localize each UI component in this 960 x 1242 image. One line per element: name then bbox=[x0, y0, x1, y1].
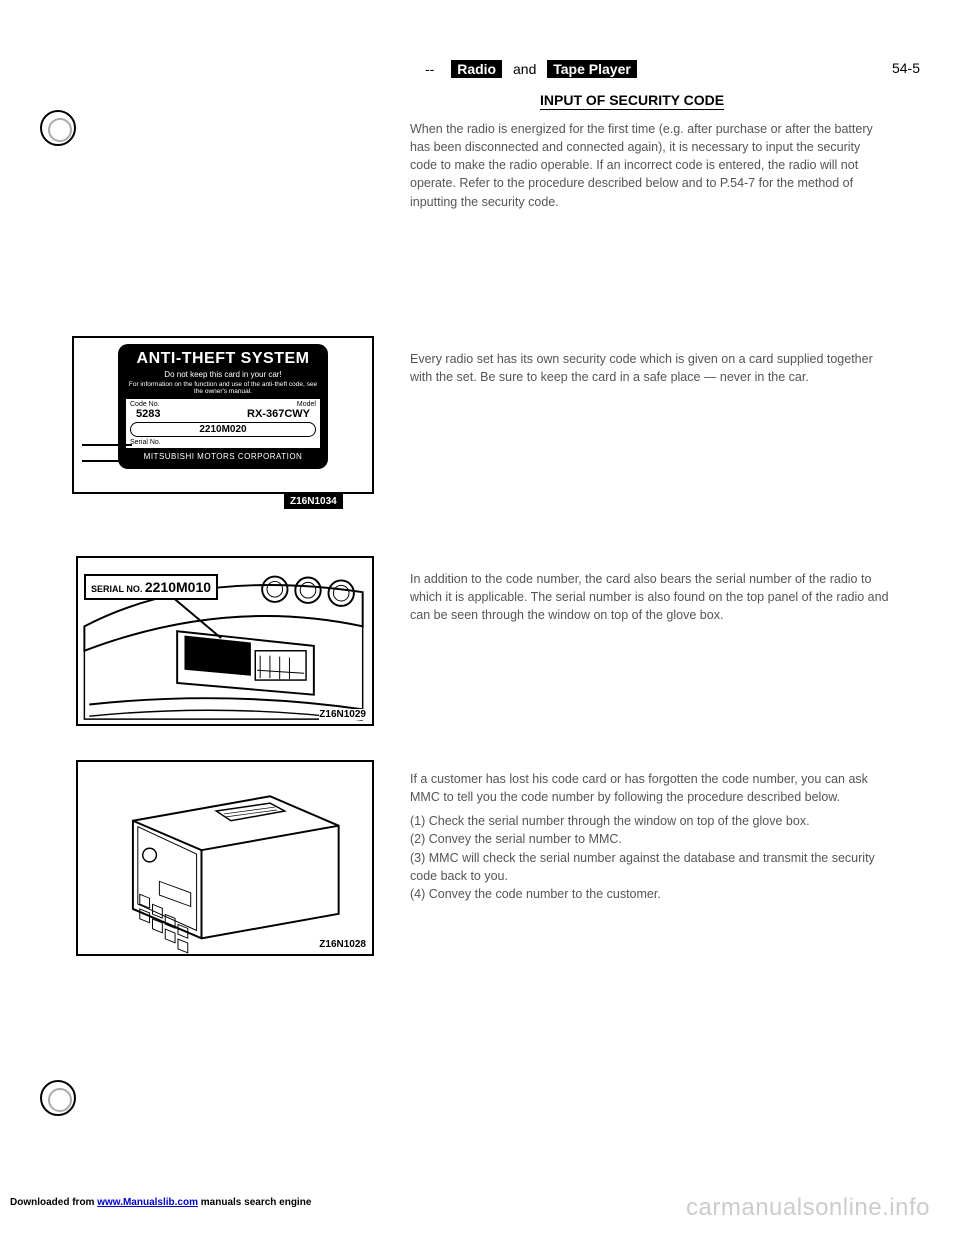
serial-value: 2210M010 bbox=[145, 579, 211, 595]
paragraph-4: If a customer has lost his code card or … bbox=[410, 770, 890, 903]
header-and: and bbox=[513, 61, 536, 77]
paragraph-3: In addition to the code number, the card… bbox=[410, 570, 890, 624]
header-radio: Radio bbox=[451, 60, 502, 78]
figure-dashboard: SERIAL NO. 2210M010 Z16N1029 bbox=[76, 556, 374, 726]
section-title: INPUT OF SECURITY CODE bbox=[540, 92, 724, 108]
card-values-row: 5283 RX-367CWY bbox=[130, 408, 316, 420]
footer-link[interactable]: www.Manualslib.com bbox=[97, 1197, 198, 1208]
card-sub2: For information on the function and use … bbox=[126, 381, 320, 395]
model-label: Model bbox=[297, 401, 316, 408]
list-item: (1) Check the serial number through the … bbox=[410, 812, 890, 830]
header-tape: Tape Player bbox=[547, 60, 637, 78]
card-serial-label-row: Serial No. bbox=[130, 439, 316, 446]
footer-text2: manuals search engine bbox=[198, 1197, 311, 1208]
figure-3-ref: Z16N1028 bbox=[319, 939, 366, 950]
leader-line bbox=[82, 444, 132, 446]
paragraph-1: When the radio is energized for the firs… bbox=[410, 120, 890, 211]
card-serial-box: 2210M020 bbox=[130, 422, 316, 437]
list-item: (3) MMC will check the serial number aga… bbox=[410, 849, 890, 885]
serial-label: Serial No. bbox=[130, 439, 161, 446]
page-number: 54-5 bbox=[892, 60, 920, 76]
figure-radio-unit: Z16N1028 bbox=[76, 760, 374, 956]
card-corp: MITSUBISHI MOTORS CORPORATION bbox=[126, 452, 320, 461]
card-sub1: Do not keep this card in your car! bbox=[126, 370, 320, 379]
list-item: (2) Convey the serial number to MMC. bbox=[410, 830, 890, 848]
ring-icon bbox=[40, 1080, 76, 1116]
code-value: 5283 bbox=[136, 408, 160, 420]
serial-label-text: SERIAL NO. bbox=[91, 584, 142, 594]
paragraph-2: Every radio set has its own security cod… bbox=[410, 350, 890, 386]
card-graphic: ANTI-THEFT SYSTEM Do not keep this card … bbox=[118, 344, 328, 469]
card-labels-row: Code No. Model bbox=[130, 401, 316, 408]
list-item: (4) Convey the code number to the custom… bbox=[410, 885, 890, 903]
model-value: RX-367CWY bbox=[247, 408, 310, 420]
serial-callout: SERIAL NO. 2210M010 bbox=[84, 574, 218, 600]
card-title: ANTI-THEFT SYSTEM bbox=[126, 350, 320, 368]
footer: Downloaded from www.Manualslib.com manua… bbox=[10, 1197, 311, 1208]
header-line: -- Radio and Tape Player bbox=[425, 60, 640, 78]
ring-icon bbox=[40, 110, 76, 146]
radio-svg bbox=[78, 762, 372, 954]
footer-text1: Downloaded from bbox=[10, 1197, 97, 1208]
watermark: carmanualsonline.info bbox=[686, 1194, 930, 1222]
code-label: Code No. bbox=[130, 401, 160, 408]
figure-2-ref: Z16N1029 bbox=[319, 709, 366, 720]
paragraph-4-intro: If a customer has lost his code card or … bbox=[410, 770, 890, 806]
card-white-area: Code No. Model 5283 RX-367CWY 2210M020 S… bbox=[126, 399, 320, 448]
header-prefix: -- bbox=[425, 61, 434, 77]
page-container: -- Radio and Tape Player 54-5 INPUT OF S… bbox=[0, 0, 960, 1242]
figure-1-ref: Z16N1034 bbox=[284, 494, 343, 509]
figure-anti-theft-card: ANTI-THEFT SYSTEM Do not keep this card … bbox=[72, 336, 374, 494]
leader-line bbox=[82, 460, 142, 462]
